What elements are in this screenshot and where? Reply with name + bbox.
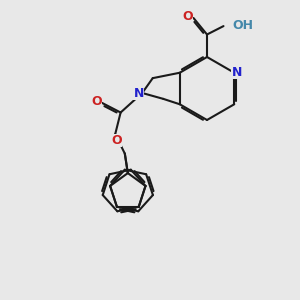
Text: OH: OH <box>232 19 253 32</box>
Text: O: O <box>91 95 102 108</box>
Text: N: N <box>134 86 144 100</box>
Text: O: O <box>183 10 194 23</box>
Text: O: O <box>111 134 122 147</box>
Text: N: N <box>232 66 242 79</box>
